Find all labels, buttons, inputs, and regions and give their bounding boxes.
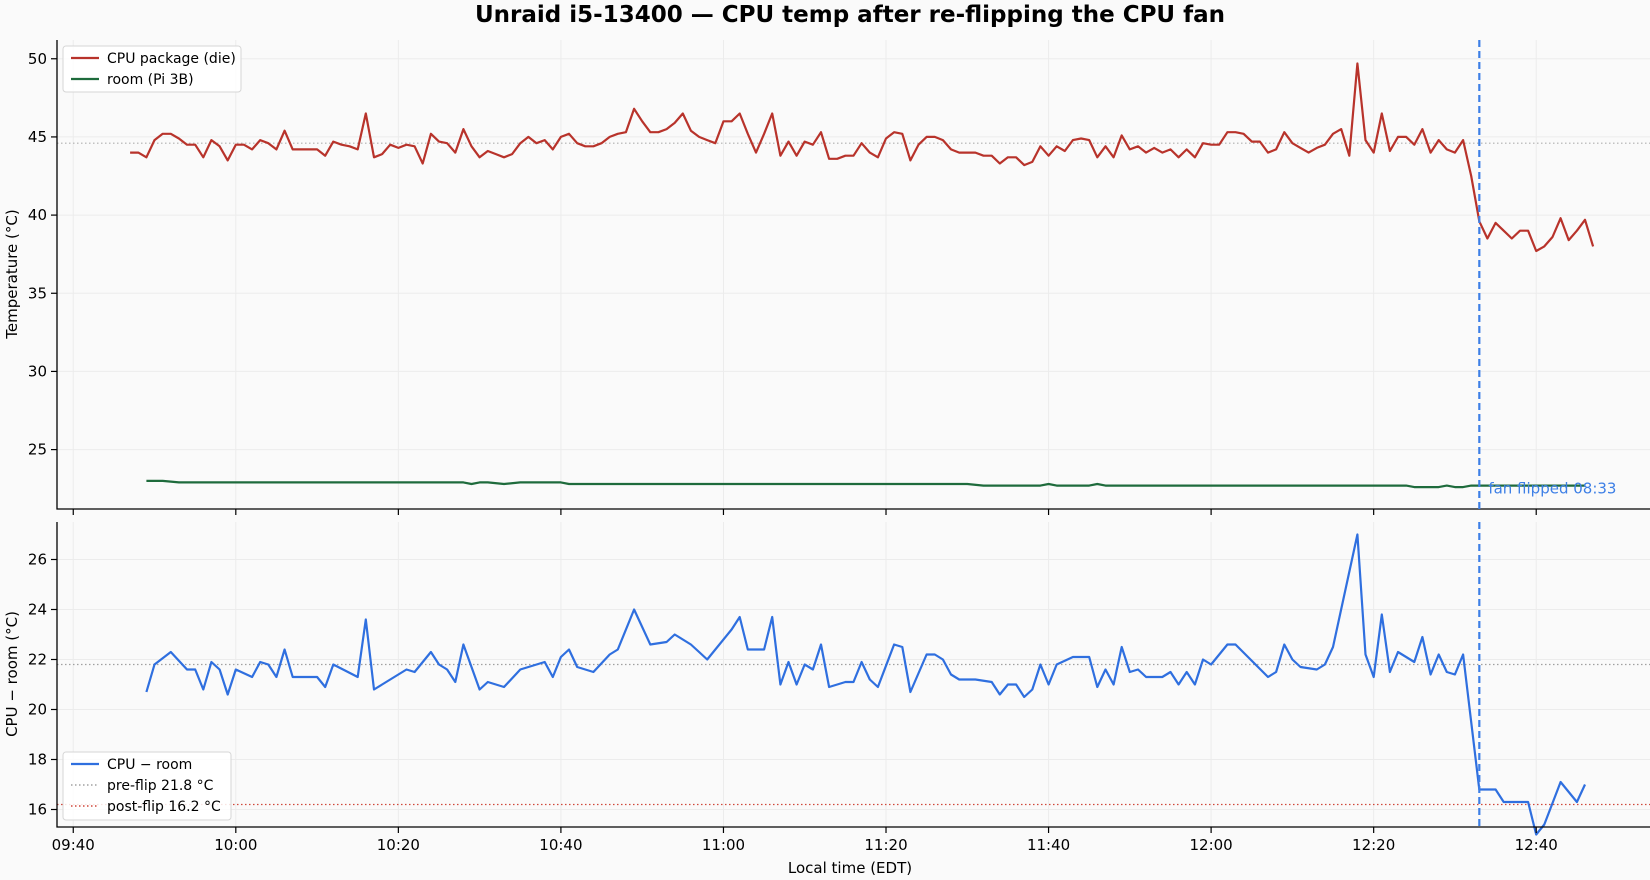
delta-x-ticks: 09:40 10:00 10:20 10:40 11:00 11:20 11:40 12:00… [52, 827, 1558, 854]
temperature-legend-box [62, 45, 242, 93]
legend-label-pre-flip-21-8-c: pre-flip 21.8 °C [107, 778, 214, 794]
x-tick-label: 11:00 [702, 836, 745, 854]
cpu-room-line [145, 533, 1586, 836]
x-tick-label: 10:20 [377, 836, 420, 854]
temperature-y-ticks: 25 30 35 40 45 50 [28, 50, 57, 459]
delta-y-tick-label: 24 [28, 601, 47, 619]
legend-label-cpu-room: CPU − room [107, 757, 192, 773]
fan-flip-event: fan flipped 08:33 [1478, 40, 1616, 827]
x-tick-label: 11:40 [1027, 836, 1070, 854]
x-tick-label: 12:20 [1352, 836, 1395, 854]
temperature-grid [57, 40, 1650, 509]
cpu-package-die-line [130, 62, 1595, 253]
temperature-y-tick-label: 45 [28, 128, 47, 146]
delta-y-tick-label: 20 [28, 701, 47, 719]
delta-panel: 16 18 20 22 24 26 09:40 10:00 10:20 10:40 11:00 11… [3, 522, 1650, 854]
delta-y-tick-label: 22 [28, 651, 47, 669]
x-tick-label: 10:00 [214, 836, 257, 854]
legend-label-post-flip-16-2-c: post-flip 16.2 °C [107, 799, 221, 815]
temperature-axes-spines [56, 40, 1650, 510]
legend-label-cpu-package-die: CPU package (die) [107, 51, 236, 67]
x-tick-label: 12:00 [1189, 836, 1232, 854]
temperature-y-tick-label: 50 [28, 50, 47, 68]
x-tick-label: 09:40 [52, 836, 95, 854]
delta-legend: CPU − room pre-flip 21.8 °C post-flip 16.2… [62, 751, 232, 821]
temperature-y-axis-label: Temperature (°C) [3, 209, 21, 339]
chart-title: Unraid i5-13400 — CPU temp after re-flip… [475, 2, 1225, 28]
temperature-x-ticks [72, 509, 1537, 515]
temperature-panel: 25 30 35 40 45 50 Temperature (°C) CPU packag… [3, 40, 1650, 515]
x-tick-label: 11:20 [864, 836, 907, 854]
delta-reference-lines [57, 663, 1650, 806]
delta-grid [57, 522, 1650, 827]
delta-y-tick-label: 26 [28, 551, 47, 569]
x-tick-label: 10:40 [539, 836, 582, 854]
delta-y-tick-label: 16 [28, 801, 47, 819]
x-tick-label: 12:40 [1515, 836, 1558, 854]
temperature-y-tick-label: 30 [28, 362, 47, 380]
delta-y-tick-label: 18 [28, 751, 47, 769]
x-axis-label: Local time (EDT) [788, 859, 912, 877]
temperature-y-tick-label: 40 [28, 206, 47, 224]
fan-flip-annotation: fan flipped 08:33 [1488, 480, 1616, 498]
delta-series-lines [145, 533, 1586, 836]
temperature-series-lines [130, 62, 1595, 489]
legend-label-room-pi-3b: room (Pi 3B) [107, 72, 194, 88]
temperature-y-tick-label: 25 [28, 441, 47, 459]
delta-y-axis-label: CPU − room (°C) [3, 611, 21, 737]
delta-legend-box [62, 751, 232, 821]
temperature-y-tick-label: 35 [28, 284, 47, 302]
delta-y-ticks: 16 18 20 22 24 26 [28, 551, 57, 819]
delta-axes-spines [56, 522, 1650, 828]
room-pi-3b-line [146, 479, 1585, 489]
temperature-legend: CPU package (die) room (Pi 3B) [62, 45, 242, 93]
